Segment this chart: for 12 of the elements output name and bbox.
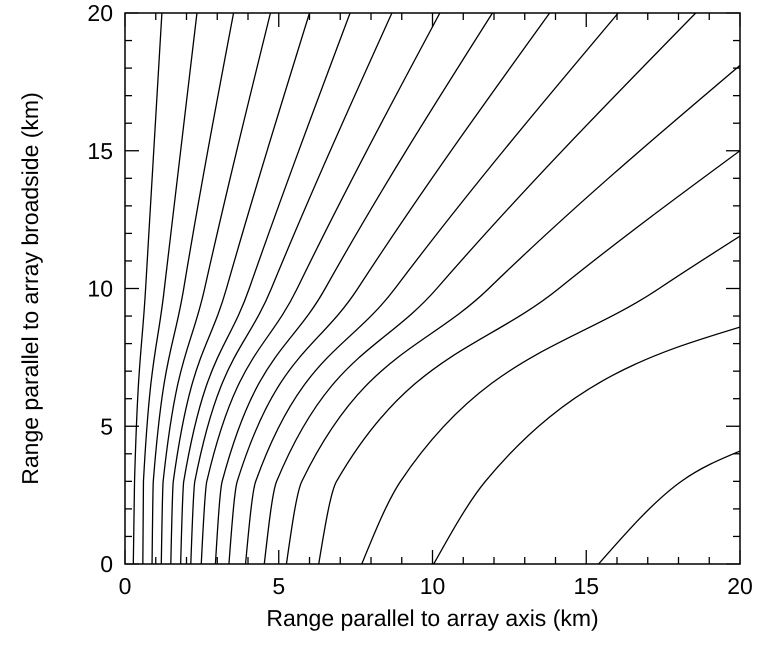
y-tick-label: 10: [87, 276, 113, 302]
y-tick-label: 5: [100, 413, 113, 440]
y-tick-label: 20: [87, 0, 113, 26]
y-axis-title: Range parallel to array broadside (km): [17, 92, 43, 485]
x-tick-label: 5: [272, 573, 286, 599]
y-tick-label: 0: [100, 551, 113, 577]
x-tick-label: 10: [420, 573, 446, 599]
x-tick-label: 20: [727, 573, 753, 599]
x-tick-label: 15: [573, 573, 600, 599]
x-axis-title: Range parallel to array axis (km): [266, 605, 599, 631]
x-tick-label: 0: [118, 573, 132, 599]
y-tick-label: 15: [87, 138, 113, 164]
